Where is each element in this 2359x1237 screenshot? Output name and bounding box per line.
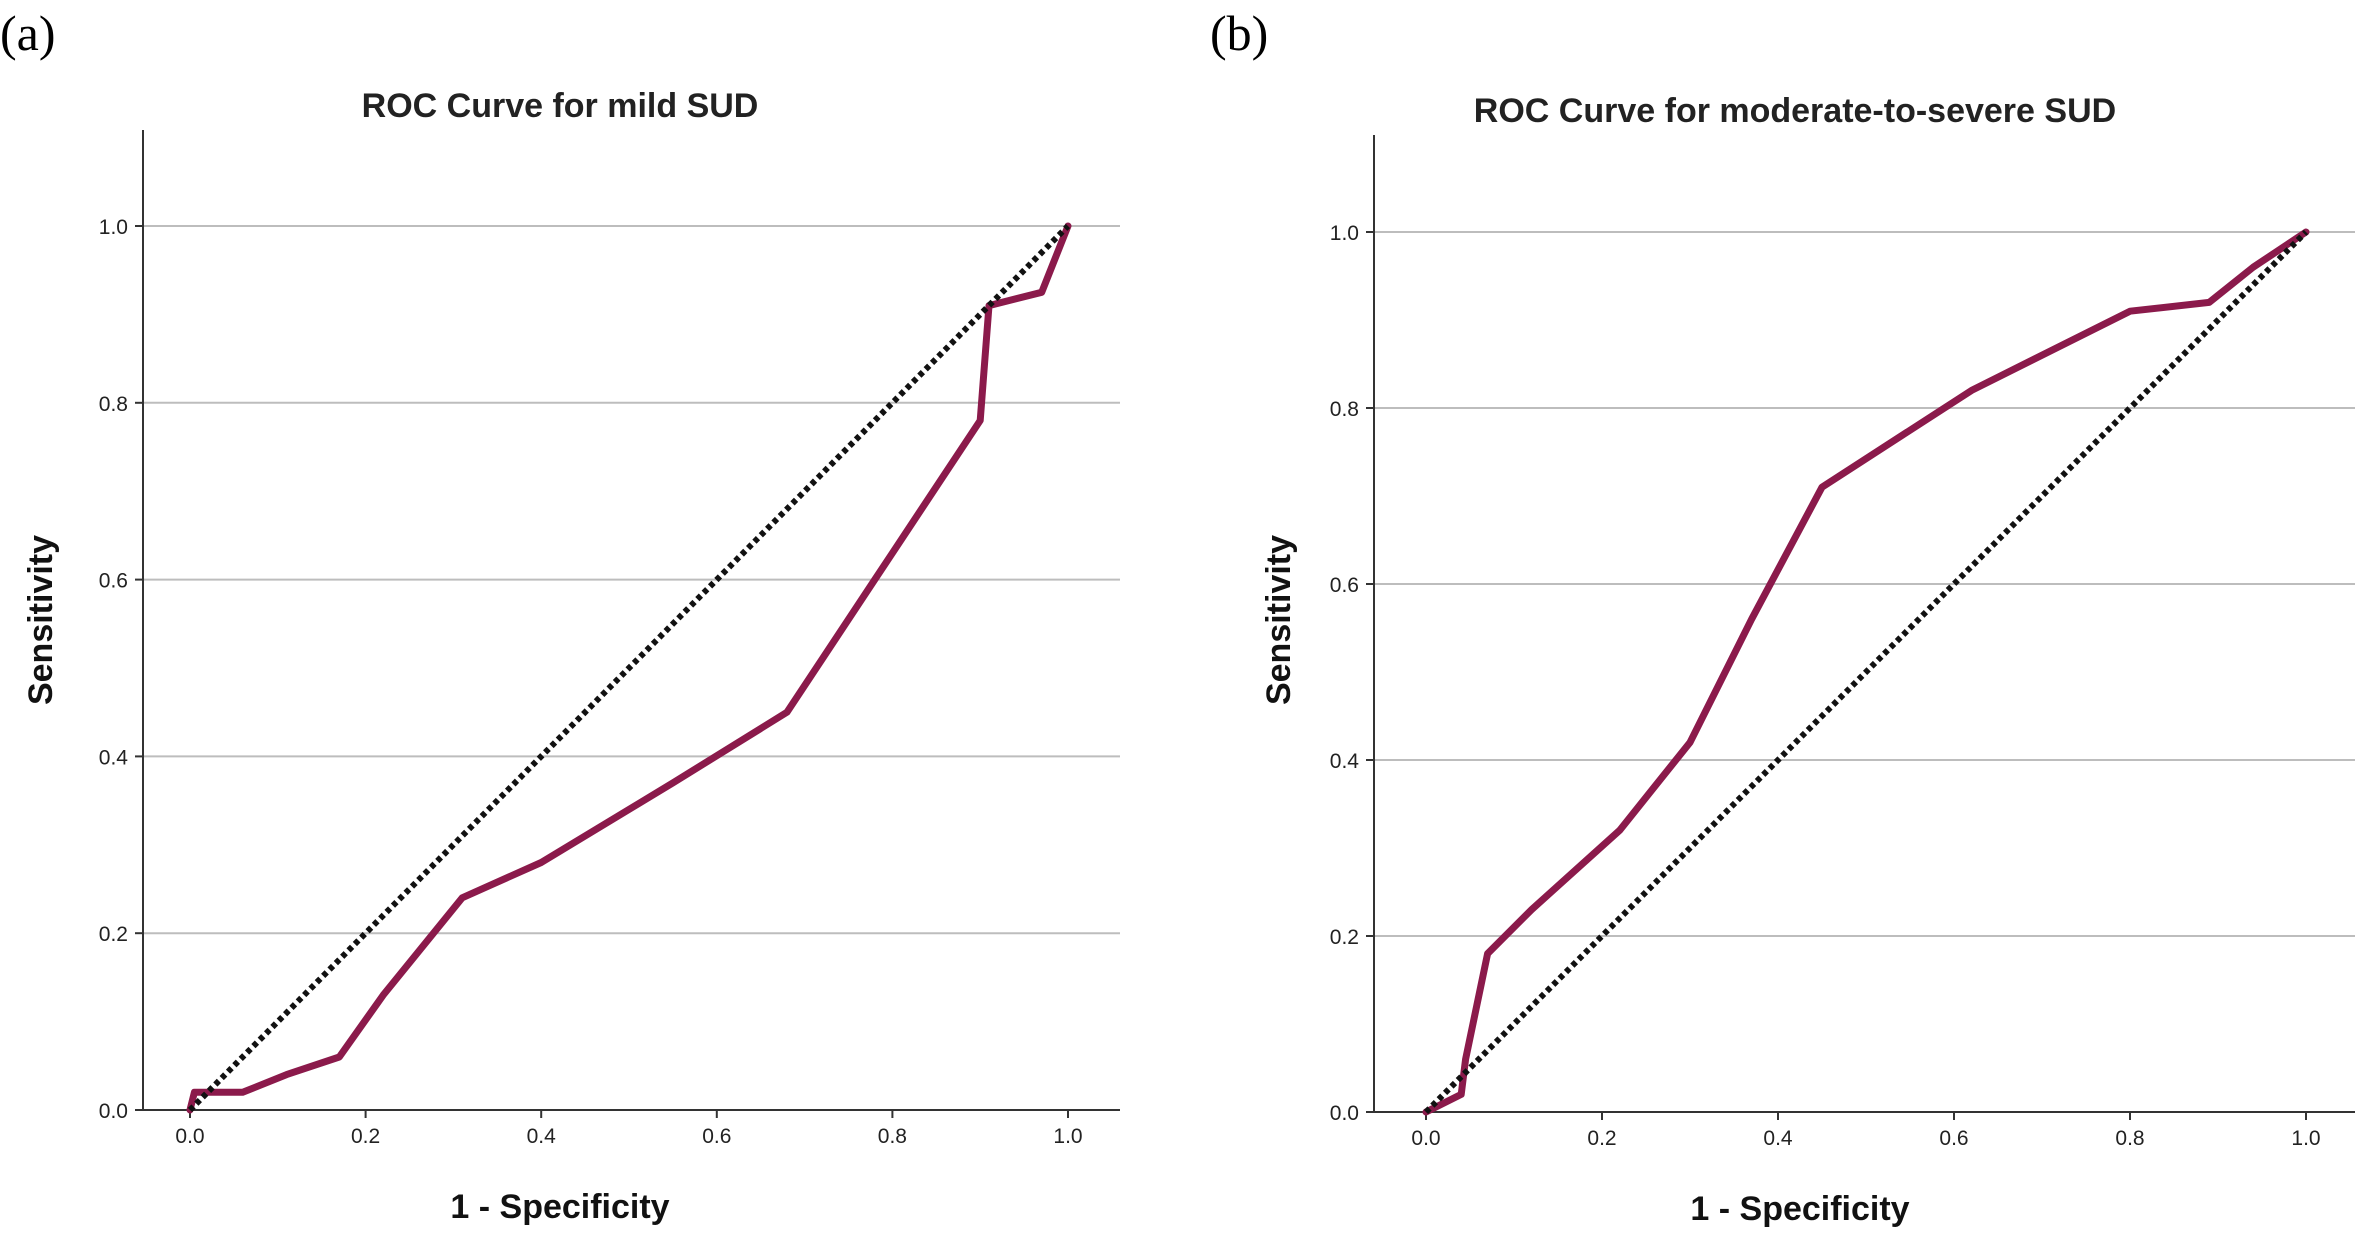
panel-a-x-tick-label: 0.0 <box>175 1125 204 1148</box>
panel-b-y-axis-label: Sensitivity <box>1260 535 1298 705</box>
panel-a-ticks: 0.0 0.2 0.4 0.6 0.8 1.0 0.0 0.2 0.4 0.6 0.8 1.0 <box>99 216 1083 1148</box>
panel-b-ticks: 0.0 0.2 0.4 0.6 0.8 1.0 0.0 0.2 0.4 0.6 0.8 1.0 <box>1330 222 2321 1150</box>
panel-a-y-tick-label: 0.4 <box>99 746 129 769</box>
panel-a-y-tick-label: 0.2 <box>99 923 128 946</box>
panel-b-y-tick-label: 0.0 <box>1330 1102 1359 1125</box>
panel-b-y-tick-label: 0.4 <box>1330 750 1360 773</box>
panel-b-x-tick-label: 0.8 <box>2115 1127 2144 1150</box>
panel-b-x-tick-label: 1.0 <box>2291 1127 2320 1150</box>
panel-a-reference-line <box>187 223 1071 1113</box>
panel-a-x-tick-label: 0.6 <box>702 1125 731 1148</box>
panel-b-x-tick-label: 0.4 <box>1763 1127 1793 1150</box>
panel-a-x-axis-label: 1 - Specificity <box>450 1188 669 1226</box>
panel-b-x-axis-label: 1 - Specificity <box>1690 1190 1909 1228</box>
panel-b: (b) ROC Curve for moderate-to-severe SUD… <box>1210 5 2355 1228</box>
panel-a: (a) ROC Curve for mild SUD 0.00.20.40.60… <box>0 5 1120 1226</box>
panel-b-gridlines <box>1374 231 2355 937</box>
panel-a-x-tick-label: 1.0 <box>1053 1125 1082 1148</box>
panel-b-series <box>1422 228 2310 1116</box>
panel-b-roc-curve <box>1422 228 2310 1116</box>
panel-a-y-axis-label: Sensitivity <box>22 535 60 705</box>
panel-b-x-tick-label: 0.0 <box>1411 1127 1440 1150</box>
panel-a-gridlines <box>143 225 1120 935</box>
panel-b-y-tick-label: 0.6 <box>1330 574 1359 597</box>
panel-a-title: ROC Curve for mild SUD <box>362 87 759 125</box>
panel-a-x-tick-label: 0.2 <box>351 1125 380 1148</box>
panel-b-y-tick-label: 0.2 <box>1330 926 1359 949</box>
panel-b-y-tick-label: 0.8 <box>1330 398 1359 421</box>
panel-b-x-tick-label: 0.2 <box>1587 1127 1616 1150</box>
panel-a-label: (a) <box>0 5 56 61</box>
panel-a-y-tick-label: 0.6 <box>99 570 128 593</box>
panel-a-y-tick-label: 0.0 <box>99 1100 128 1123</box>
panel-a-x-tick-label: 0.8 <box>878 1125 907 1148</box>
panel-a-x-tick-label: 0.4 <box>527 1125 557 1148</box>
panel-a-roc-curve <box>186 222 1072 1114</box>
panel-b-title: ROC Curve for moderate-to-severe SUD <box>1474 92 2116 130</box>
panel-a-y-tick-label: 0.8 <box>99 393 128 416</box>
panel-a-series <box>186 222 1072 1114</box>
panel-b-y-tick-label: 1.0 <box>1330 222 1359 245</box>
panel-b-reference-line <box>1423 229 2309 1115</box>
panel-b-label: (b) <box>1210 5 1268 61</box>
panel-b-x-tick-label: 0.6 <box>1939 1127 1968 1150</box>
panel-a-y-tick-label: 1.0 <box>99 216 128 239</box>
